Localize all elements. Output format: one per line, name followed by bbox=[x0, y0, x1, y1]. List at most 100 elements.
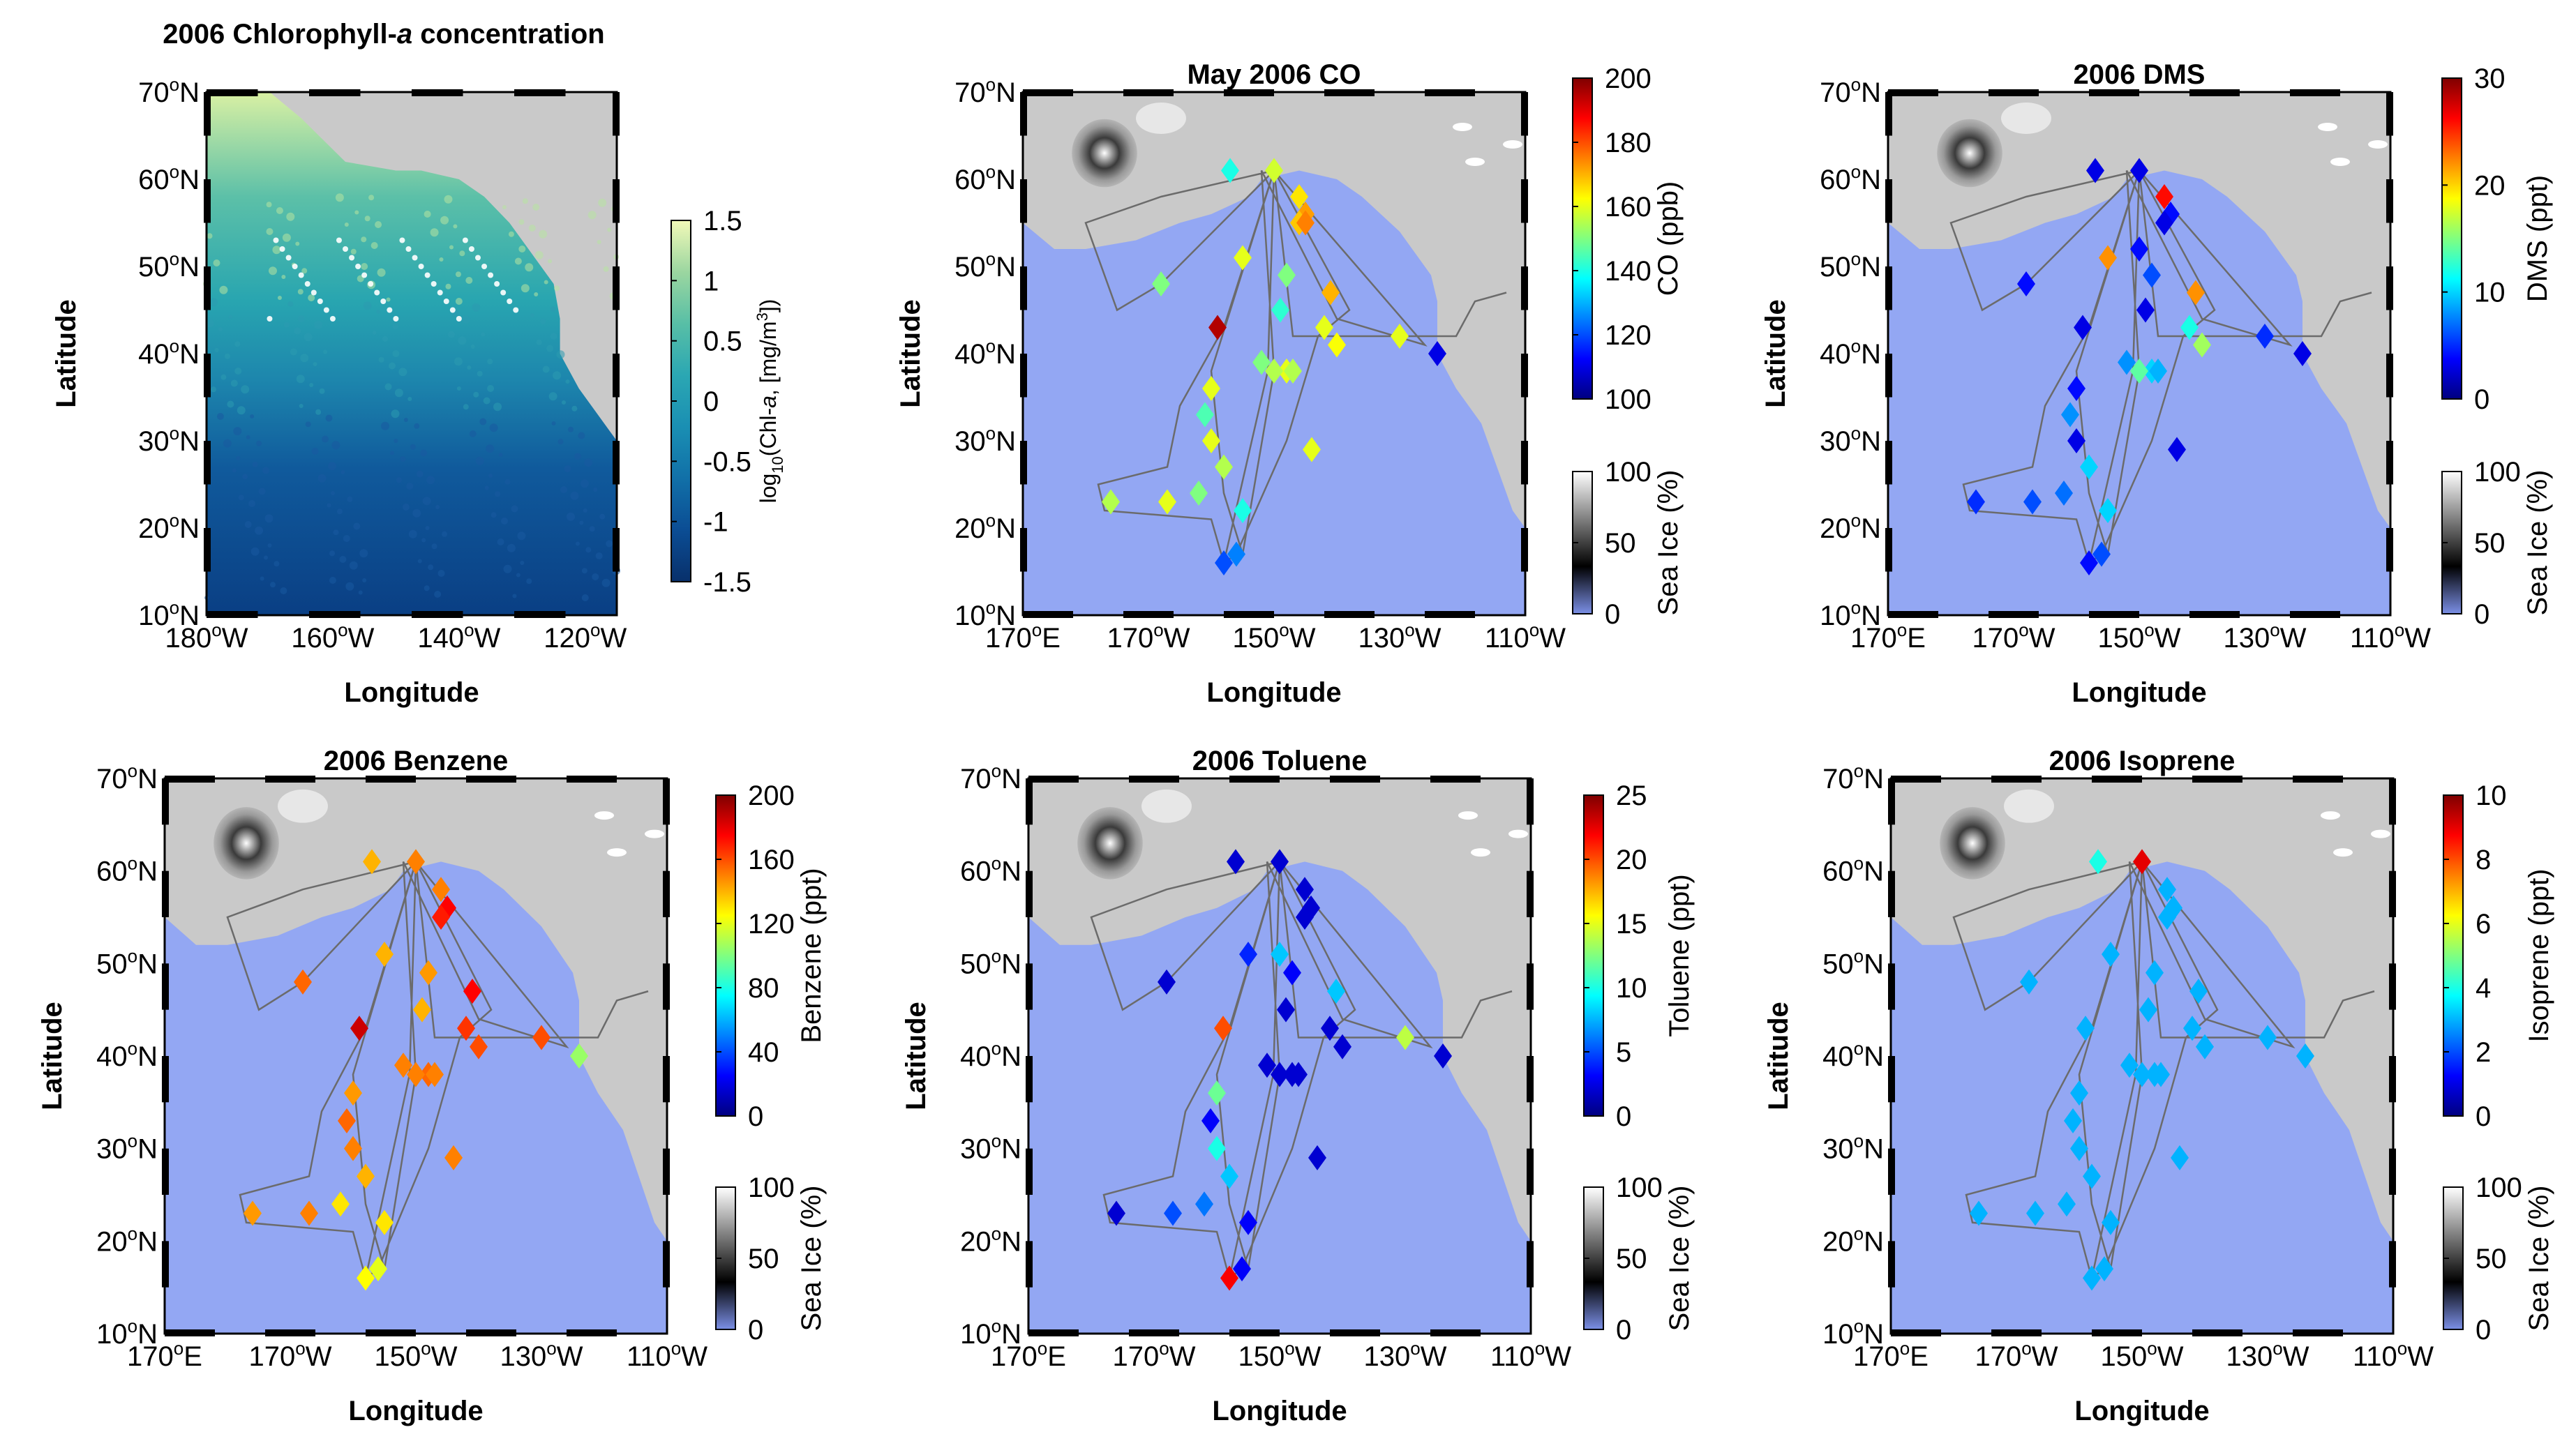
chlorophyll-speck bbox=[362, 578, 367, 582]
data-point bbox=[1258, 1053, 1276, 1078]
y-axis-label: Latitude bbox=[1763, 1002, 1794, 1110]
frame-bar bbox=[2386, 354, 2393, 398]
cloud-mask bbox=[329, 316, 336, 322]
chlorophyll-speck bbox=[250, 414, 255, 418]
data-point bbox=[1221, 158, 1239, 183]
y-axis-label: Latitude bbox=[901, 1002, 931, 1110]
cloud-mask bbox=[513, 307, 519, 313]
xtick-label: 130oW bbox=[1358, 619, 1441, 654]
ytick-label: 20oN bbox=[96, 1223, 158, 1257]
chlorophyll-speck bbox=[269, 582, 276, 588]
data-point bbox=[1321, 1016, 1339, 1041]
chlorophyll-speck bbox=[234, 341, 241, 347]
chlorophyll-speck bbox=[297, 315, 305, 322]
panel-2006-isoprene: 2006 Isoprene 10oN 20oN 30oN 40oN 50oN 60oN 70o… bbox=[1763, 746, 2554, 1426]
data-point bbox=[1308, 1145, 1326, 1170]
colorbar bbox=[1572, 77, 1593, 400]
frame-bar bbox=[663, 870, 670, 917]
ship-track bbox=[1084, 168, 1428, 564]
frame-bar bbox=[1028, 776, 1079, 783]
colorbar-tick-label: 30 bbox=[2474, 63, 2506, 94]
chlorophyll-speck bbox=[220, 374, 227, 380]
cloud-mask bbox=[285, 255, 292, 261]
frame-bar bbox=[1527, 1148, 1534, 1195]
x-axis-label: Longitude bbox=[344, 677, 479, 708]
frame-bar bbox=[165, 1329, 215, 1336]
chlorophyll-speck bbox=[266, 228, 274, 235]
chlorophyll-speck bbox=[512, 594, 517, 598]
chlorophyll-speck bbox=[340, 470, 345, 474]
frame-bar bbox=[1026, 1241, 1033, 1288]
cloud-mask bbox=[412, 255, 418, 261]
chlorophyll-speck bbox=[402, 504, 410, 511]
lake bbox=[1471, 848, 1490, 857]
colorbar-tick-label: 4 bbox=[2476, 973, 2491, 1004]
chlorophyll-speck bbox=[542, 365, 550, 373]
colorbar-tick-label: 50 bbox=[1616, 1244, 1647, 1274]
ytick-label: 10oN bbox=[96, 1315, 158, 1350]
frame-bar bbox=[1991, 776, 2042, 783]
sea-ice-patch bbox=[1141, 789, 1192, 823]
chlorophyll-speck bbox=[331, 441, 340, 450]
colorbar-label: CO (ppb) bbox=[1653, 181, 1684, 296]
chlorophyll-speck bbox=[214, 348, 219, 352]
ytick-label: 20oN bbox=[1820, 510, 1881, 544]
data-point bbox=[1428, 341, 1446, 366]
frame-bar bbox=[514, 89, 566, 96]
chlorophyll-speck bbox=[601, 578, 611, 587]
data-point bbox=[1265, 359, 1283, 384]
ytick-label: 60oN bbox=[954, 161, 1016, 195]
ocean-area bbox=[1891, 861, 2393, 1334]
chlorophyll-speck bbox=[571, 405, 578, 412]
chlorophyll-speck bbox=[250, 547, 260, 556]
chlorophyll-speck bbox=[300, 354, 309, 363]
xtick-label: 120oW bbox=[544, 619, 627, 654]
chlorophyll-speck bbox=[444, 195, 453, 204]
chlorophyll-speck bbox=[207, 233, 213, 239]
data-point bbox=[1271, 942, 1289, 967]
cloud-mask bbox=[456, 316, 462, 322]
chlorophyll-speck bbox=[368, 195, 375, 201]
colorbar-label: Sea Ice (%) bbox=[2524, 1186, 2554, 1332]
frame-bar bbox=[663, 778, 670, 825]
chlorophyll-speck bbox=[237, 406, 246, 415]
colorbar-tick-label: 0 bbox=[703, 386, 719, 417]
chlorophyll-speck bbox=[455, 298, 463, 305]
ship-track bbox=[239, 861, 649, 1280]
panel-chlorophyll: 2006 Chlorophyll-a concentration 10oN 20oN… bbox=[51, 19, 786, 708]
colorbar-tick-label: 1 bbox=[703, 266, 719, 296]
ytick-label: 40oN bbox=[960, 1038, 1021, 1072]
frame-bar bbox=[1885, 528, 1892, 572]
data-point bbox=[1220, 1265, 1238, 1291]
chlorophyll-speck bbox=[557, 439, 564, 445]
chlorophyll-speck bbox=[473, 391, 479, 398]
chlorophyll-speck bbox=[305, 421, 311, 428]
chlorophyll-speck bbox=[553, 371, 562, 380]
chlorophyll-speck bbox=[377, 268, 386, 277]
colorbar-tick-label: 180 bbox=[1605, 128, 1652, 158]
data-point bbox=[2070, 1136, 2088, 1161]
chlorophyll-speck bbox=[317, 474, 327, 483]
ship-track bbox=[1090, 859, 1433, 1279]
xtick-label: 170oW bbox=[1972, 619, 2055, 654]
xtick-label: 130oW bbox=[1364, 1338, 1447, 1372]
chlorophyll-speck bbox=[484, 485, 489, 490]
frame-bar bbox=[1026, 1056, 1033, 1103]
chlorophyll-speck bbox=[461, 315, 470, 324]
data-point bbox=[2133, 1062, 2151, 1087]
ytick-label: 70oN bbox=[1822, 760, 1884, 794]
data-point bbox=[1102, 489, 1120, 515]
data-point bbox=[2256, 324, 2274, 349]
data-point bbox=[331, 1191, 350, 1217]
chlorophyll-speck bbox=[550, 333, 557, 340]
frame-bar bbox=[1527, 870, 1534, 917]
data-point bbox=[432, 877, 450, 903]
chlorophyll-speck bbox=[246, 435, 250, 439]
ytick-label: 40oN bbox=[96, 1038, 158, 1072]
chlorophyll-speck bbox=[228, 315, 233, 319]
xtick-label: 180oW bbox=[165, 619, 248, 654]
frame-bar bbox=[1028, 1329, 1079, 1336]
data-point bbox=[344, 1080, 362, 1106]
frame-bar bbox=[1888, 870, 1895, 917]
